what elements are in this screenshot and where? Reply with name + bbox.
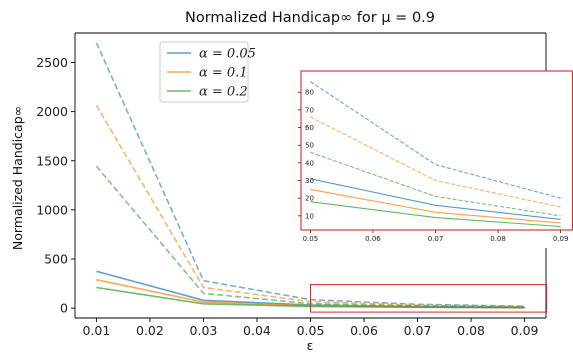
inset-series-line — [310, 201, 561, 228]
inset-x-tick-label: 0.06 — [365, 235, 381, 243]
x-tick-label: 0.08 — [457, 323, 485, 338]
legend-label: α = 0.1 — [199, 66, 248, 81]
x-tick-label: 0.05 — [297, 323, 325, 338]
y-tick-label: 2000 — [36, 104, 68, 119]
inset-y-tick-label: 70 — [305, 106, 314, 114]
zoom-region-rect — [310, 284, 548, 313]
y-axis-label: Normalized Handicap∞ — [10, 106, 25, 250]
legend: α = 0.05 α = 0.1 α = 0.2 — [159, 41, 256, 103]
inset-series-line-dashed — [310, 116, 561, 208]
legend-label: α = 0.05 — [199, 47, 256, 62]
inset-y-tick-label: 80 — [305, 89, 314, 97]
inset-x-tick-label: 0.07 — [428, 235, 444, 243]
x-tick-label: 0.02 — [136, 323, 164, 338]
y-tick-label: 1500 — [36, 153, 68, 168]
inset-series-line-dashed — [310, 81, 561, 199]
inset-y-tick-label: 20 — [305, 195, 314, 203]
zoom-region-box — [310, 284, 548, 313]
y-tick-label: 1000 — [36, 202, 68, 217]
x-axis-label: ε — [307, 338, 314, 353]
inset-plot: 0.05 0.06 0.07 0.08 0.09 10 20 30 40 50 60 70 80 — [298, 70, 573, 248]
inset-x-tick-label: 0.08 — [490, 235, 506, 243]
inset-y-tick-label: 60 — [305, 124, 314, 132]
inset-background — [300, 71, 573, 248]
y-tick-label: 2500 — [36, 55, 68, 70]
inset-x-tick-label: 0.05 — [303, 235, 319, 243]
inset-lines — [310, 81, 561, 228]
y-tick-label: 500 — [44, 252, 68, 267]
legend-label: α = 0.2 — [199, 85, 248, 100]
inset-y-tick-label: 10 — [305, 212, 314, 220]
x-tick-label: 0.01 — [82, 323, 110, 338]
x-tick-label: 0.04 — [243, 323, 271, 338]
x-tick-label: 0.09 — [511, 323, 539, 338]
inset-y-tick-label: 50 — [305, 142, 314, 150]
inset-y-tick-label: 40 — [305, 159, 314, 167]
x-tick-label: 0.07 — [404, 323, 432, 338]
y-tick-label: 0 — [60, 301, 68, 316]
chart-title: Normalized Handicap∞ for μ = 0.9 — [185, 10, 435, 26]
x-tick-label: 0.06 — [350, 323, 378, 338]
legend-box — [159, 41, 249, 103]
x-tick-label: 0.03 — [190, 323, 218, 338]
inset-series-line-dashed — [310, 151, 561, 217]
inset-y-tick-label: 30 — [305, 177, 314, 185]
inset-series-line — [310, 188, 561, 224]
inset-x-tick-label: 0.09 — [553, 235, 569, 243]
inset-series-line — [310, 178, 561, 220]
